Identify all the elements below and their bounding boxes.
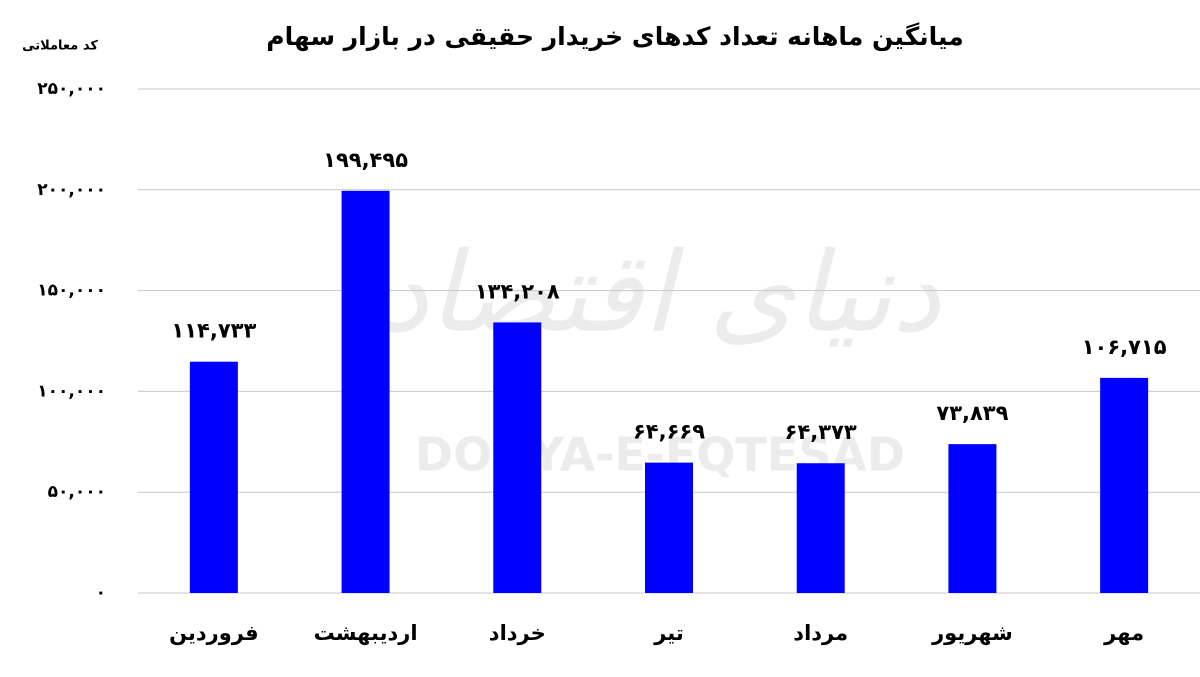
x-tick-label: فروردین: [169, 621, 259, 645]
y-tick-label: ۰: [96, 583, 106, 603]
x-tick-label: تیر: [653, 621, 684, 645]
x-tick-label: مهر: [1103, 621, 1144, 645]
data-label: ۱۳۴,۲۰۸: [475, 279, 560, 303]
y-tick-label: ۱۵۰,۰۰۰: [37, 281, 106, 301]
y-tick-label: ۱۰۰,۰۰۰: [37, 381, 106, 401]
chart-title: میانگین ماهانه تعداد کدهای خریدار حقیقی …: [266, 22, 963, 52]
y-tick-label: ۲۵۰,۰۰۰: [37, 79, 106, 99]
bar: [341, 190, 390, 593]
data-label: ۶۴,۶۶۹: [633, 420, 705, 444]
watermark: دنیای اقتصاد: [379, 228, 942, 356]
data-label: ۶۴,۳۷۳: [785, 420, 857, 444]
bar: [796, 463, 845, 593]
y-tick-label: ۲۰۰,۰۰۰: [37, 180, 106, 200]
bar: [493, 322, 542, 593]
data-label: ۷۳,۸۳۹: [936, 401, 1008, 425]
y-tick-label: ۵۰,۰۰۰: [48, 482, 106, 502]
bar: [948, 444, 997, 593]
data-label: ۱۰۶,۷۱۵: [1082, 335, 1167, 359]
data-label: ۱۹۹,۴۹۵: [323, 148, 408, 172]
bar: [1100, 377, 1149, 593]
x-tick-label: مرداد: [793, 621, 848, 645]
bar: [645, 462, 693, 593]
data-label: ۱۱۴,۷۳۳: [171, 319, 256, 343]
x-tick-label: اردیبهشت: [314, 621, 418, 645]
x-tick-label: شهریور: [931, 621, 1013, 645]
bar: [189, 361, 238, 593]
x-tick-label: خرداد: [489, 621, 546, 645]
y-axis-label: کد معاملاتی: [22, 39, 98, 54]
